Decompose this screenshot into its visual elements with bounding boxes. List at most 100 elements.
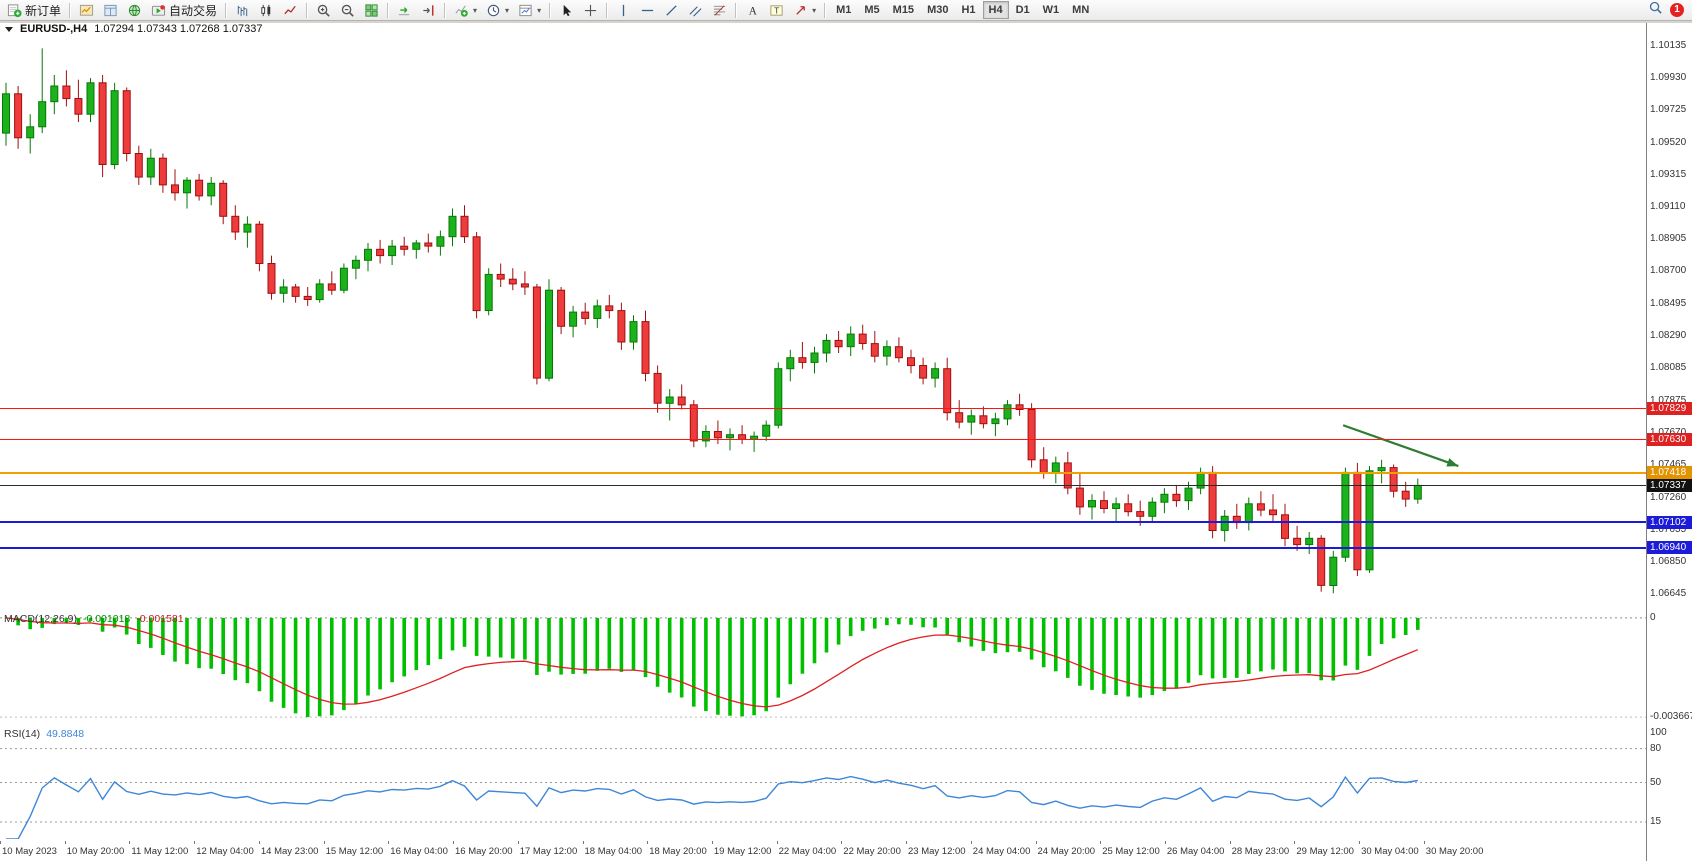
trendline-button[interactable] bbox=[660, 1, 683, 19]
new-order-button[interactable]: 新订单 bbox=[3, 1, 65, 19]
zoom-in-button[interactable] bbox=[312, 1, 335, 19]
candle-body bbox=[1184, 487, 1193, 502]
navigator-button[interactable] bbox=[123, 1, 146, 19]
crosshair-button[interactable] bbox=[579, 1, 602, 19]
timeframe-button-D1[interactable]: D1 bbox=[1010, 1, 1036, 19]
price-tick-label: 1.07875 bbox=[1650, 394, 1687, 406]
candle-body bbox=[1293, 537, 1302, 546]
candle-body bbox=[1172, 493, 1181, 502]
line-chart-button[interactable] bbox=[279, 1, 302, 19]
timeframe-button-M1[interactable]: M1 bbox=[830, 1, 857, 19]
candle-body bbox=[1244, 503, 1253, 524]
time-axis[interactable]: 10 May 2023 10 May 20:00 11 May 12:00 12 Ma… bbox=[0, 841, 1646, 861]
timeframe-button-H1[interactable]: H1 bbox=[955, 1, 981, 19]
time-axis-label: 16 May 04:00 bbox=[390, 846, 448, 857]
candle-body bbox=[1365, 470, 1374, 571]
price-tick-label: 1.06850 bbox=[1650, 555, 1687, 567]
auto-scroll-button[interactable] bbox=[393, 1, 416, 19]
horizontal-line-object[interactable] bbox=[0, 471, 1646, 474]
arrow-annotation-head bbox=[1446, 458, 1459, 467]
horizontal-line-object[interactable] bbox=[0, 521, 1646, 524]
candle-body bbox=[726, 434, 734, 439]
time-tick bbox=[1294, 841, 1296, 844]
time-axis-label: 30 May 20:00 bbox=[1425, 846, 1484, 857]
rsi-scale-label: 15 bbox=[1650, 816, 1662, 827]
chart-shift-icon bbox=[421, 3, 436, 18]
horizontal-line-button[interactable] bbox=[636, 1, 659, 19]
time-axis-label: 17 May 12:00 bbox=[519, 846, 578, 857]
candle-body bbox=[243, 223, 252, 233]
timeframe-button-MN[interactable]: MN bbox=[1066, 1, 1095, 19]
arrow-annotation[interactable] bbox=[1342, 424, 1459, 468]
text-button[interactable]: A bbox=[741, 1, 764, 19]
periods-button[interactable]: ▾ bbox=[482, 1, 513, 19]
candle-body bbox=[1039, 459, 1048, 473]
horizontal-line-object[interactable] bbox=[0, 546, 1646, 549]
main-chart-panel[interactable]: EURUSD-,H4 1.07294 1.07343 1.07268 1.073… bbox=[0, 20, 1646, 609]
horizontal-line-object[interactable] bbox=[0, 438, 1646, 440]
fibonacci-button[interactable] bbox=[708, 1, 731, 19]
search-icon[interactable] bbox=[1648, 0, 1663, 20]
candle-body bbox=[436, 236, 445, 247]
candle-body bbox=[376, 248, 385, 257]
current-price-line[interactable] bbox=[0, 484, 1646, 486]
price-tick-label: 1.08495 bbox=[1650, 297, 1687, 309]
toolbar-separator bbox=[306, 2, 309, 18]
horizontal-line-object[interactable] bbox=[0, 407, 1646, 409]
arrows-button[interactable]: ▾ bbox=[789, 1, 820, 19]
equidistant-channel-icon bbox=[688, 3, 703, 18]
timeframe-button-M30[interactable]: M30 bbox=[921, 1, 954, 19]
symbol-period-label: EURUSD-,H4 bbox=[20, 23, 88, 35]
indicators-button[interactable]: ▾ bbox=[450, 1, 481, 19]
market-watch-icon bbox=[79, 3, 94, 18]
rsi-panel[interactable]: RSI(14) 49.8848 bbox=[0, 726, 1646, 839]
cursor-icon bbox=[559, 3, 574, 18]
candle-body bbox=[303, 295, 312, 300]
bar-chart-button[interactable] bbox=[231, 1, 254, 19]
candle-body bbox=[834, 339, 843, 348]
toolbar-right-group: 1 bbox=[1648, 0, 1689, 20]
macd-panel[interactable]: MACD(12,26,9) -0.001018 -0.001581 bbox=[0, 611, 1646, 724]
auto-trading-button[interactable]: 自动交易 bbox=[147, 1, 221, 19]
candle-body bbox=[931, 368, 940, 379]
equidistant-channel-button[interactable] bbox=[684, 1, 707, 19]
zoom-out-button[interactable] bbox=[336, 1, 359, 19]
timeframe-button-M15[interactable]: M15 bbox=[887, 1, 920, 19]
chart-menu-triangle-icon[interactable] bbox=[5, 27, 13, 32]
chart-shift-button[interactable] bbox=[417, 1, 440, 19]
market-watch-button[interactable] bbox=[75, 1, 98, 19]
price-label-badge: 1.06940 bbox=[1647, 541, 1692, 555]
timeframe-button-W1[interactable]: W1 bbox=[1037, 1, 1066, 19]
candle-body bbox=[701, 431, 710, 442]
candle-body bbox=[195, 179, 204, 197]
candle-body bbox=[508, 278, 517, 285]
timeframe-button-H4[interactable]: H4 bbox=[982, 1, 1009, 19]
macd-signal-value: -0.001581 bbox=[136, 613, 184, 625]
rsi-name: RSI(14) bbox=[4, 728, 41, 740]
candle-body bbox=[171, 184, 179, 194]
candlestick-chart-button[interactable] bbox=[255, 1, 278, 19]
data-window-button[interactable] bbox=[99, 1, 122, 19]
price-tick-label: 1.09725 bbox=[1650, 104, 1687, 116]
time-tick bbox=[258, 841, 260, 844]
candle-body bbox=[1160, 493, 1169, 503]
time-axis-label: 18 May 04:00 bbox=[584, 846, 643, 857]
candle-body bbox=[267, 263, 276, 294]
time-tick bbox=[129, 841, 131, 844]
candle-body bbox=[110, 90, 119, 165]
notification-badge[interactable]: 1 bbox=[1670, 3, 1684, 17]
candle-body bbox=[291, 286, 300, 297]
templates-button[interactable]: ▾ bbox=[514, 1, 545, 19]
price-scale[interactable]: 1.10135 1.09930 1.09725 1.09520 1.09315 1.091… bbox=[1646, 20, 1692, 861]
timeframe-button-M5[interactable]: M5 bbox=[858, 1, 885, 19]
candle-body bbox=[593, 305, 602, 319]
candle-body bbox=[1027, 409, 1036, 461]
candle-body bbox=[327, 283, 336, 291]
text-label-button[interactable]: T bbox=[765, 1, 788, 19]
price-tick-label: 1.07055 bbox=[1650, 523, 1687, 535]
cursor-button[interactable] bbox=[555, 1, 578, 19]
tile-windows-button[interactable] bbox=[360, 1, 383, 19]
candle-body bbox=[617, 310, 626, 343]
vertical-line-button[interactable] bbox=[612, 1, 635, 19]
line-chart-icon bbox=[283, 3, 298, 18]
